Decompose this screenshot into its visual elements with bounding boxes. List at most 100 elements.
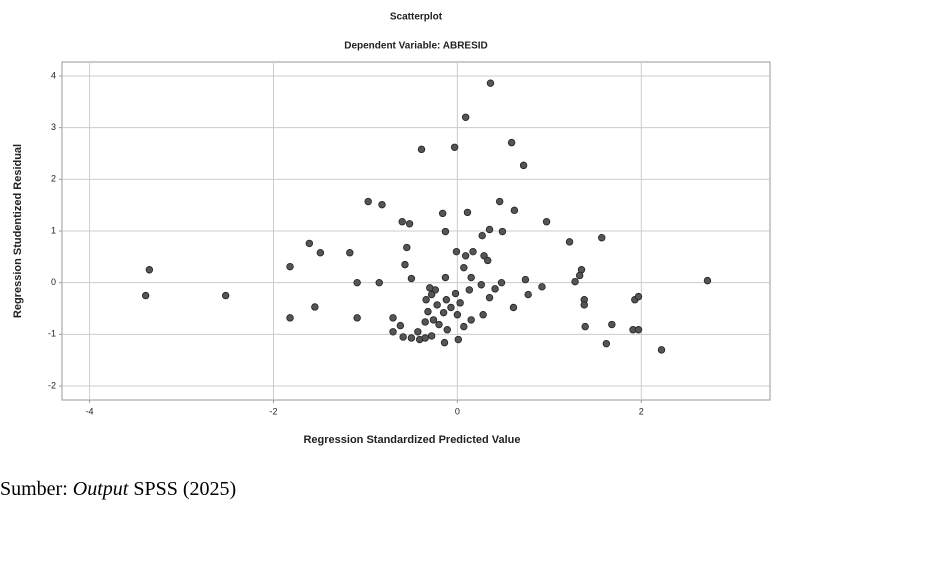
point xyxy=(442,296,451,304)
point xyxy=(427,332,436,340)
point xyxy=(495,197,504,206)
x-tick-label: -2 xyxy=(269,406,277,416)
point xyxy=(439,308,448,317)
point xyxy=(454,335,462,344)
point xyxy=(447,303,455,312)
point xyxy=(316,249,325,257)
point xyxy=(469,247,477,256)
point xyxy=(565,238,574,246)
point xyxy=(477,281,485,289)
point xyxy=(401,260,409,269)
point xyxy=(452,247,461,256)
point xyxy=(581,322,589,331)
point xyxy=(461,252,470,260)
x-tick-label: 0 xyxy=(455,406,460,416)
point xyxy=(467,316,475,324)
caption-text: Sumber: xyxy=(0,478,68,500)
point xyxy=(602,339,611,348)
point xyxy=(634,326,643,334)
point xyxy=(429,316,438,324)
point xyxy=(467,273,475,282)
point xyxy=(580,301,588,309)
chart: Scatterplot Dependent Variable: ABRESID … xyxy=(12,12,771,446)
point xyxy=(479,311,487,319)
point xyxy=(456,299,464,307)
point xyxy=(598,234,606,242)
point xyxy=(305,239,314,248)
caption: Sumber: Output SPSS (2025) xyxy=(0,478,236,501)
point xyxy=(509,303,518,312)
point xyxy=(451,289,460,298)
point xyxy=(421,334,429,342)
point xyxy=(141,291,150,300)
point xyxy=(399,333,407,341)
point xyxy=(542,217,551,226)
point xyxy=(443,326,451,334)
point xyxy=(405,220,414,228)
point xyxy=(450,143,459,151)
point xyxy=(396,321,405,330)
point xyxy=(497,278,506,287)
point xyxy=(435,320,443,329)
caption-text: SPSS (2025) xyxy=(133,478,237,500)
point xyxy=(433,301,441,309)
point xyxy=(364,197,372,206)
point xyxy=(346,249,354,257)
point xyxy=(441,273,450,282)
point xyxy=(465,286,474,294)
x-axis-title: Regression Standardized Predicted Value xyxy=(303,434,520,446)
point xyxy=(521,275,530,284)
point xyxy=(422,296,430,304)
y-tick-label: 2 xyxy=(51,174,56,184)
caption-italic: Output xyxy=(72,478,129,500)
point xyxy=(378,200,386,209)
point xyxy=(375,278,383,287)
y-tick-label: 0 xyxy=(51,277,56,287)
point xyxy=(389,314,397,322)
point xyxy=(460,322,468,331)
y-axis-title: Regression Studentized Residual xyxy=(12,144,24,318)
point xyxy=(575,271,584,280)
point xyxy=(438,209,447,218)
point xyxy=(453,311,462,319)
point xyxy=(311,303,319,311)
point xyxy=(571,277,579,286)
point xyxy=(389,328,397,336)
point xyxy=(427,290,436,299)
point xyxy=(463,208,472,217)
x-tick-label: 2 xyxy=(639,406,644,416)
point xyxy=(286,314,294,322)
point xyxy=(703,276,712,285)
point xyxy=(414,328,422,336)
point xyxy=(498,227,507,236)
point xyxy=(407,334,416,342)
y-tick-label: -2 xyxy=(48,380,56,390)
point xyxy=(461,113,470,121)
point xyxy=(460,263,468,272)
y-tick-label: 1 xyxy=(51,225,56,235)
point xyxy=(510,206,519,215)
point xyxy=(657,346,666,354)
point xyxy=(421,318,429,326)
point xyxy=(491,285,499,293)
point xyxy=(519,161,528,170)
point xyxy=(485,293,494,302)
point xyxy=(634,292,643,301)
point xyxy=(486,79,495,87)
point xyxy=(353,278,361,287)
point xyxy=(478,231,486,240)
point xyxy=(417,145,426,154)
point xyxy=(538,283,546,291)
point xyxy=(145,266,154,274)
point xyxy=(440,338,449,347)
y-tick-label: 4 xyxy=(51,70,56,80)
chart-title: Scatterplot xyxy=(390,12,443,23)
y-tick-label: -1 xyxy=(48,329,56,339)
x-tick-label: -4 xyxy=(86,406,94,416)
point xyxy=(221,291,230,300)
point xyxy=(286,262,294,271)
point xyxy=(484,256,492,265)
point xyxy=(441,227,450,236)
point xyxy=(485,225,494,234)
point xyxy=(403,243,411,252)
